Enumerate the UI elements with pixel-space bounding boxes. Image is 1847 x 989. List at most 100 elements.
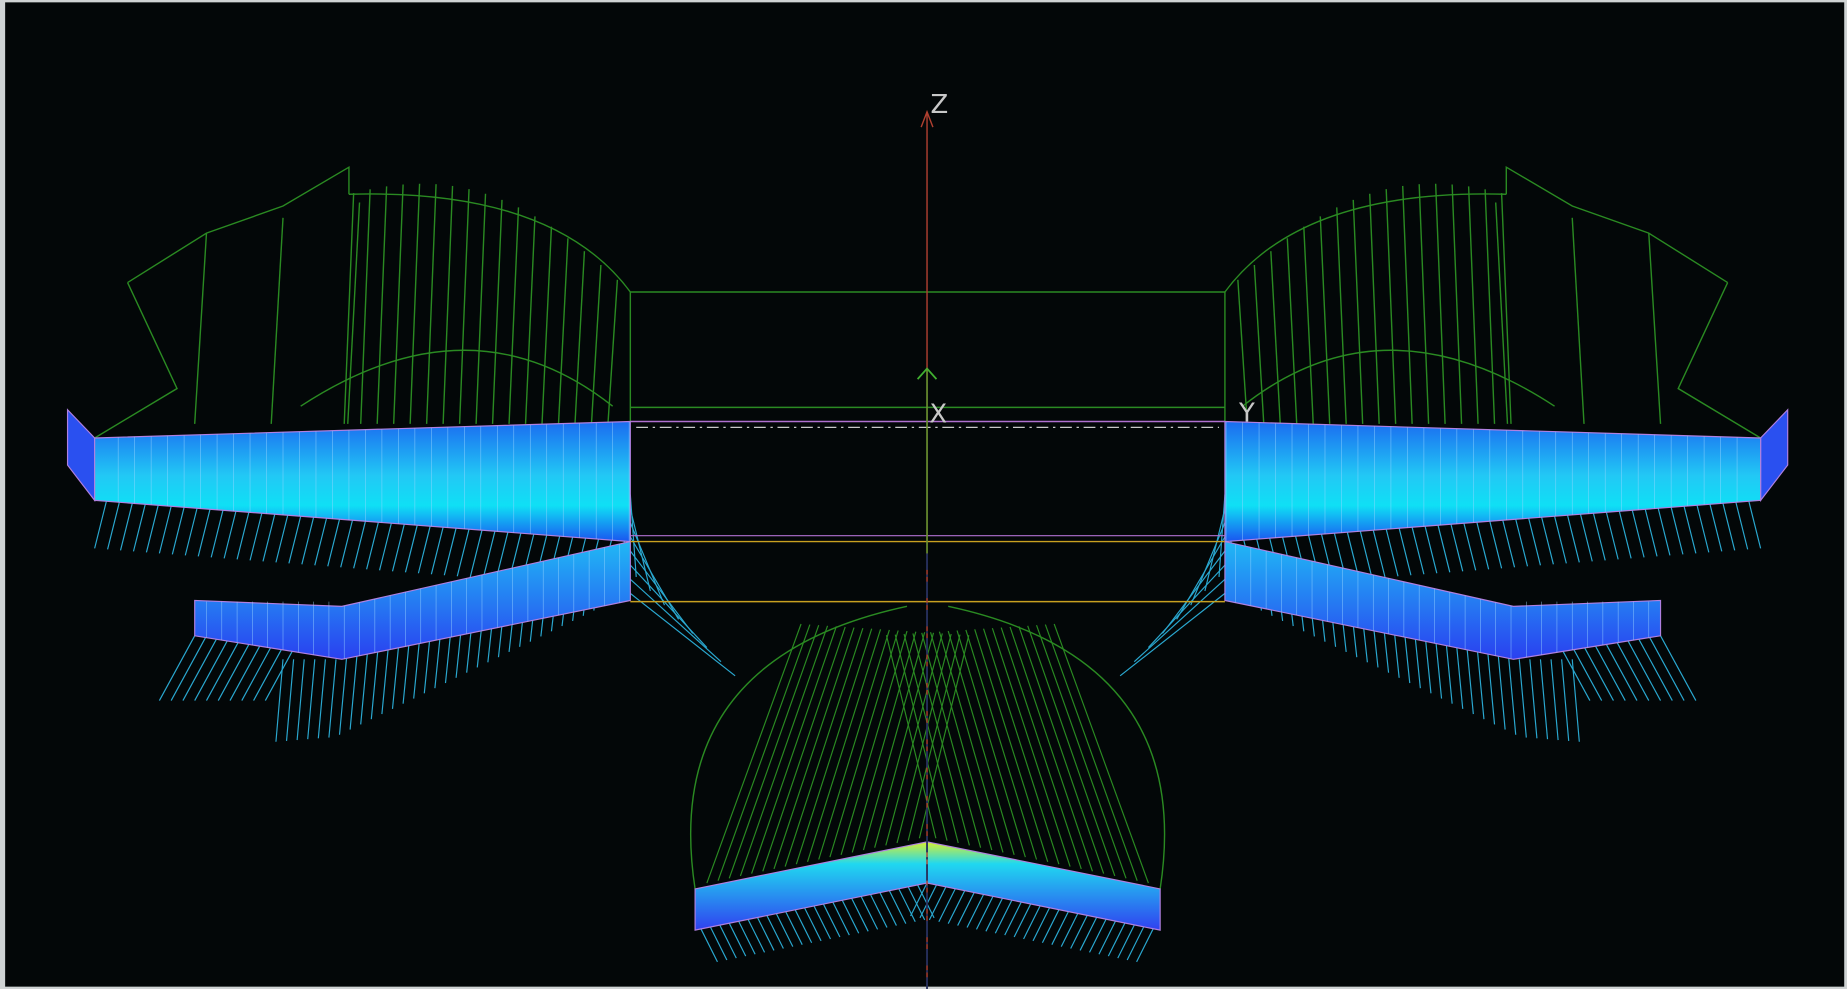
vector-line [1023, 905, 1041, 940]
hatch-line [376, 186, 388, 424]
vector-line [629, 536, 680, 620]
hatch-line [762, 626, 846, 872]
vector-line [629, 522, 666, 606]
vector-line [217, 635, 255, 701]
vector-line [194, 635, 231, 701]
hatch-line [739, 625, 829, 877]
vector-line [107, 502, 120, 550]
hatch-line [982, 628, 1060, 865]
vector-line [1126, 926, 1145, 961]
vector-line [1117, 924, 1135, 959]
vector-line [1070, 915, 1088, 949]
hatch-line [442, 185, 454, 424]
vector-line [430, 527, 444, 575]
envelope-arc [300, 349, 614, 407]
vector-line [158, 506, 172, 554]
hatch-line [1053, 623, 1149, 884]
vector-line [482, 531, 496, 579]
cyan-vectors [700, 882, 1154, 963]
vector-line [338, 657, 348, 735]
vector-line [378, 523, 392, 571]
vector-line [898, 888, 916, 923]
hatch-line [557, 238, 569, 424]
vector-line [94, 501, 107, 549]
hatch-line [425, 184, 437, 424]
hatch-line [343, 193, 355, 424]
vector-line [775, 913, 794, 947]
vector-line [966, 894, 985, 928]
vector-line [629, 578, 722, 663]
z-arrow [920, 109, 934, 128]
hatch-line [840, 630, 908, 855]
z-axis-label: Z [931, 90, 949, 120]
vector-line [813, 905, 832, 940]
vector-line [869, 894, 888, 928]
vector-line [296, 659, 305, 741]
vector-line [366, 522, 379, 570]
vector-line [171, 507, 185, 555]
vector-line [851, 898, 869, 932]
vector-line [860, 896, 879, 930]
hatch-line [896, 633, 952, 844]
hatch-line [938, 631, 1004, 853]
hatch-line [1035, 624, 1127, 879]
vector-line [1107, 922, 1126, 957]
hatch-line [1018, 626, 1105, 874]
vector-line [391, 524, 405, 572]
hatch-line [706, 623, 802, 884]
vector-line [262, 514, 276, 562]
left-structure [66, 165, 736, 742]
vector-line [404, 525, 418, 573]
vector-line [210, 510, 224, 558]
bottom-arc [690, 605, 908, 890]
vector-line [340, 520, 354, 568]
vector-line [1088, 919, 1107, 953]
vector-line [327, 519, 341, 567]
hatch-line [541, 226, 553, 424]
vector-line [288, 516, 302, 564]
hatch-line [607, 279, 619, 424]
hatch-line [717, 624, 811, 881]
envelope-line [127, 165, 350, 284]
hatch-line [773, 627, 855, 870]
hatch-line [818, 629, 890, 860]
vector-line [249, 513, 263, 561]
vector-line [275, 659, 284, 742]
hatch-line [929, 632, 993, 851]
vector-line [370, 644, 379, 720]
vector-line [307, 659, 316, 740]
vector-line [832, 901, 850, 936]
hatch-line [921, 632, 982, 848]
vector-line [317, 659, 326, 739]
vector-line [301, 517, 315, 565]
vector-line [785, 911, 803, 945]
hatch-line [728, 624, 820, 879]
vector-line [947, 890, 966, 924]
vector-line [1004, 901, 1022, 936]
vector-line [1060, 913, 1079, 947]
green-wireframe [94, 165, 632, 439]
vector-line [349, 653, 358, 730]
vector-line [766, 915, 784, 949]
vector-line [1051, 911, 1069, 945]
hatch-line [956, 630, 1026, 858]
vector-line [629, 564, 708, 648]
vector-line [975, 896, 994, 930]
vector-line [182, 635, 219, 701]
y-axis-label: Y [1238, 399, 1255, 429]
vector-line [879, 892, 897, 926]
vector-line [985, 898, 1003, 932]
vector-line [1136, 928, 1154, 963]
vector-line [1079, 917, 1098, 951]
vector-line [888, 890, 907, 924]
hatch-line [1000, 627, 1082, 870]
hatch-line [751, 626, 837, 874]
vector-line [145, 505, 159, 553]
hatch-line [193, 233, 208, 424]
hatch-line [491, 199, 503, 424]
hatch-line [885, 633, 943, 846]
vector-line [170, 635, 207, 701]
vector-line [197, 509, 211, 557]
hatch-line [965, 629, 1038, 860]
